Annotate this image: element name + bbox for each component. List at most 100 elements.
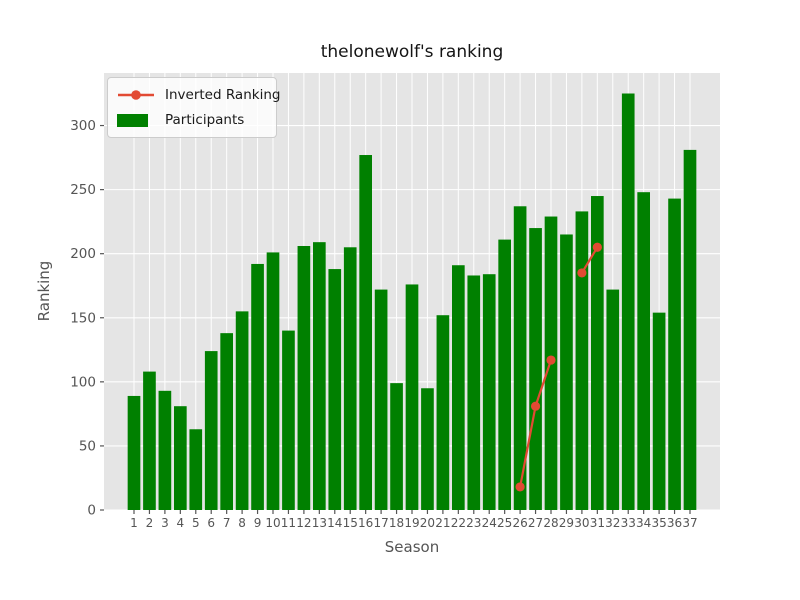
bar-season-4 <box>174 406 187 510</box>
bar-season-9 <box>251 263 264 510</box>
y-axis-label: Ranking <box>35 260 53 322</box>
bar-season-13 <box>313 242 326 510</box>
bar-season-24 <box>482 274 496 510</box>
marker-season-31 <box>592 242 602 252</box>
y-tick-labels: 0 50 100 150 200 250 300 <box>70 118 104 519</box>
bar-season-16 <box>359 155 372 511</box>
x-tick-label: 33 <box>621 516 636 530</box>
x-tick-label: 3 <box>161 516 169 530</box>
x-tick-label: 36 <box>667 516 682 530</box>
bar-season-5 <box>189 429 203 510</box>
bar-season-35 <box>652 312 666 510</box>
legend-label: Participants <box>165 112 245 128</box>
x-tick-label: 14 <box>327 516 342 530</box>
bar-season-32 <box>606 289 620 510</box>
bar-season-7 <box>220 333 233 510</box>
x-tick-label: 15 <box>343 516 358 530</box>
bar-season-1 <box>127 395 141 510</box>
bar-swatch-icon <box>117 112 155 128</box>
x-tick-label: 5 <box>192 516 200 530</box>
bar-season-10 <box>266 252 280 510</box>
y-tick-label: 150 <box>70 310 96 326</box>
y-tick-label: 100 <box>70 374 96 390</box>
x-tick-label: 35 <box>651 516 666 530</box>
bar-season-22 <box>452 265 465 510</box>
bar-season-3 <box>158 390 172 510</box>
bar-season-12 <box>297 246 311 510</box>
chart-title: thelonewolf's ranking <box>320 42 504 62</box>
bar-season-14 <box>328 269 342 510</box>
x-tick-label: 34 <box>636 516 651 530</box>
bar-season-8 <box>235 311 249 510</box>
bar-season-34 <box>637 192 650 510</box>
x-tick-label: 27 <box>528 516 543 530</box>
x-tick-label: 8 <box>238 516 246 530</box>
marker-season-30 <box>577 268 587 278</box>
bar-season-25 <box>498 239 511 510</box>
bar-season-2 <box>143 371 156 510</box>
inverted-ranking-line <box>515 242 602 492</box>
bar-season-17 <box>374 289 388 510</box>
bar-season-26 <box>513 206 527 510</box>
x-tick-label: 11 <box>281 516 296 530</box>
x-tick-label: 2 <box>146 516 154 530</box>
x-tick-label: 20 <box>420 516 435 530</box>
bar-season-33 <box>621 93 635 511</box>
y-tick-label: 250 <box>70 182 96 198</box>
bar-season-27 <box>529 228 542 510</box>
x-tick-label: 22 <box>451 516 466 530</box>
bar-season-19 <box>405 284 419 510</box>
marker-season-26 <box>515 482 525 492</box>
x-tick-label: 17 <box>373 516 388 530</box>
marker-season-28 <box>546 355 556 365</box>
x-tick-labels: 1 2 3 4 5 6 7 8 9 10 11 12 13 14 15 16 17 18 19 20 21 22 23 24 2… <box>130 510 698 530</box>
bar-season-11 <box>282 330 295 510</box>
bar-season-23 <box>467 275 481 510</box>
bar-season-30 <box>575 211 589 510</box>
bar-season-15 <box>343 247 357 510</box>
x-tick-label: 9 <box>254 516 262 530</box>
x-tick-label: 23 <box>466 516 481 530</box>
x-tick-label: 30 <box>574 516 589 530</box>
y-tick-label: 200 <box>70 246 96 262</box>
legend-item-inverted-ranking: Inverted Ranking <box>117 85 280 105</box>
bar-season-20 <box>421 388 434 510</box>
legend: Inverted Ranking Participants <box>107 77 280 138</box>
participants-bars <box>127 93 697 511</box>
x-tick-label: 6 <box>207 516 215 530</box>
x-tick-label: 18 <box>389 516 404 530</box>
x-axis-label: Season <box>384 538 440 556</box>
bar-season-6 <box>204 351 218 510</box>
x-tick-label: 21 <box>435 516 450 530</box>
y-tick-label: 50 <box>79 438 96 454</box>
y-tick-label: 0 <box>87 503 96 519</box>
x-tick-label: 19 <box>404 516 419 530</box>
x-tick-label: 16 <box>358 516 373 530</box>
bar-season-36 <box>668 198 681 510</box>
legend-label: Inverted Ranking <box>165 87 281 103</box>
line-marker-icon <box>117 87 155 103</box>
x-tick-label: 29 <box>559 516 574 530</box>
x-tick-label: 4 <box>177 516 185 530</box>
x-tick-label: 28 <box>543 516 558 530</box>
marker-season-27 <box>530 401 541 411</box>
bar-season-21 <box>436 315 450 510</box>
x-tick-label: 7 <box>223 516 231 530</box>
x-tick-label: 24 <box>482 516 497 530</box>
legend-item-participants: Participants <box>117 110 266 130</box>
bar-season-29 <box>560 234 573 510</box>
bar-season-31 <box>591 196 604 510</box>
x-tick-label: 25 <box>497 516 512 530</box>
bar-season-37 <box>683 149 697 511</box>
x-tick-label: 12 <box>296 516 311 530</box>
x-tick-label: 13 <box>312 516 327 530</box>
x-tick-label: 37 <box>682 516 697 530</box>
x-tick-label: 10 <box>265 516 280 530</box>
x-tick-label: 32 <box>605 516 620 530</box>
x-tick-label: 26 <box>512 516 527 530</box>
bar-season-18 <box>390 383 403 510</box>
x-tick-label: 31 <box>590 516 605 530</box>
x-tick-label: 1 <box>130 516 138 530</box>
